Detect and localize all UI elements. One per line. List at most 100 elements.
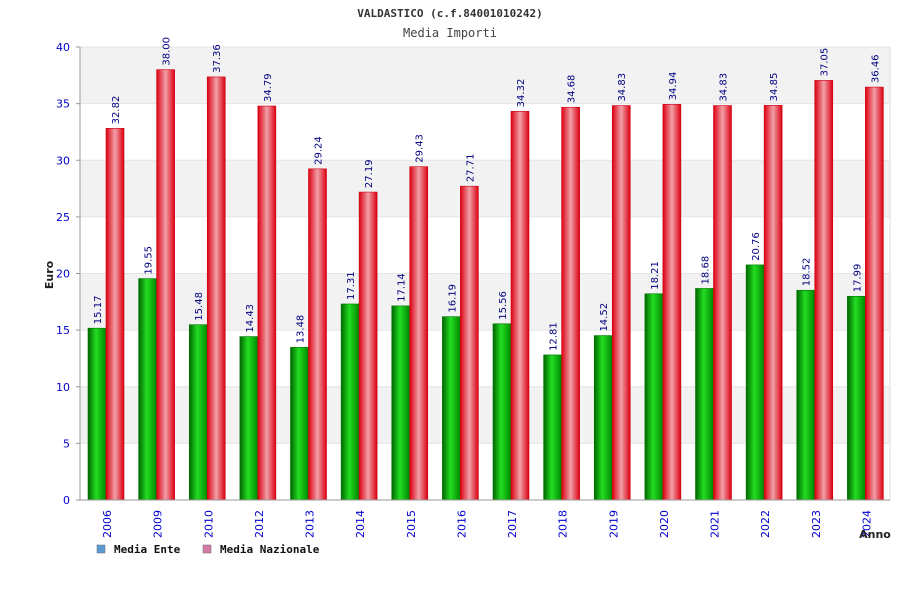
value-label: 34.83	[719, 73, 730, 102]
bar-media-ente-2017	[492, 323, 512, 501]
y-tick-label: 30	[56, 154, 70, 167]
x-tick-label: 2006	[101, 510, 114, 538]
legend-swatch	[202, 544, 212, 554]
bar-media-nazionale-2010	[206, 76, 226, 501]
value-label: 18.21	[650, 261, 661, 290]
value-label: 36.46	[870, 54, 881, 83]
x-tick-label: 2010	[202, 510, 215, 538]
x-tick-label: 2017	[506, 510, 519, 538]
y-axis-title: Euro	[43, 260, 56, 289]
value-label: 17.31	[346, 271, 357, 300]
value-label: 29.43	[415, 134, 426, 163]
y-tick-label: 20	[56, 268, 70, 281]
x-tick-label: 2021	[709, 510, 722, 538]
bar-media-ente-2019	[593, 335, 613, 501]
y-tick-label: 10	[56, 381, 70, 394]
bar-media-ente-2020	[644, 293, 664, 501]
value-label: 14.43	[245, 304, 256, 333]
bar-media-nazionale-2006	[105, 128, 125, 501]
value-label: 34.79	[263, 73, 274, 102]
x-tick-label: 2015	[405, 510, 418, 538]
value-label: 37.36	[212, 44, 223, 73]
bar-media-ente-2013	[290, 347, 309, 501]
x-tick-label: 2016	[455, 510, 468, 538]
y-axis-ticks: 0 5 10 15 20 25 30 35 40	[56, 41, 80, 507]
value-label: 37.05	[820, 48, 831, 77]
x-tick-label: 2018	[557, 510, 570, 538]
value-label: 13.48	[296, 315, 307, 344]
bar-media-nazionale-2017	[510, 111, 530, 501]
bar-media-ente-2024	[847, 295, 866, 501]
bar-media-nazionale-2009	[156, 69, 175, 501]
bar-media-nazionale-2015	[409, 166, 429, 501]
bar-media-nazionale-2012	[257, 105, 277, 501]
bar-media-ente-2023	[796, 289, 816, 501]
bar-media-ente-2016	[442, 316, 461, 501]
value-label: 32.82	[111, 96, 122, 125]
x-tick-label: 2024	[860, 510, 873, 538]
value-label: 14.52	[599, 303, 610, 332]
legend-label: Media Ente	[114, 543, 181, 556]
bar-media-nazionale-2024	[865, 86, 884, 501]
value-label: 20.76	[751, 232, 762, 261]
y-tick-label: 40	[56, 41, 70, 54]
value-label: 27.19	[364, 159, 375, 188]
value-labels: 15.17 32.82 19.55 38.00 15.48 37.36 14.43 34.79…	[93, 37, 881, 351]
bar-media-nazionale-2023	[814, 80, 834, 501]
x-axis-title: Anno	[859, 528, 891, 541]
value-label: 38.00	[162, 37, 173, 66]
x-tick-label: 2019	[607, 510, 620, 538]
legend: Media Ente Media Nazionale	[96, 543, 320, 556]
value-label: 34.94	[668, 72, 679, 101]
x-tick-label: 2012	[253, 510, 266, 538]
value-label: 12.81	[549, 322, 560, 351]
bar-media-ente-2009	[138, 278, 157, 501]
x-tick-label: 2013	[304, 510, 317, 538]
value-label: 15.56	[498, 291, 509, 320]
value-label: 16.19	[447, 284, 458, 313]
bar-media-nazionale-2022	[763, 105, 783, 501]
bar-media-ente-2021	[695, 288, 714, 501]
chart-title: VALDASTICO (c.f.84001010242)	[357, 7, 542, 20]
value-label: 17.99	[852, 264, 863, 293]
bar-media-ente-2018	[543, 354, 562, 501]
bar-media-nazionale-2019	[611, 105, 631, 501]
x-tick-label: 2023	[810, 510, 823, 538]
value-label: 34.85	[769, 73, 780, 102]
y-tick-label: 25	[56, 211, 70, 224]
bar-media-ente-2010	[188, 324, 208, 501]
legend-swatch	[96, 544, 106, 554]
x-tick-label: 2009	[152, 510, 165, 538]
bar-media-nazionale-2016	[460, 185, 479, 501]
value-label: 17.14	[397, 273, 408, 302]
chart-subtitle: Media Importi	[403, 26, 497, 40]
y-tick-label: 15	[56, 324, 70, 337]
bar-media-nazionale-2013	[308, 168, 327, 501]
value-label: 15.17	[93, 296, 104, 325]
bar-media-nazionale-2018	[561, 106, 580, 501]
value-label: 34.32	[516, 79, 527, 108]
value-label: 27.71	[465, 154, 476, 183]
bars	[87, 69, 884, 501]
bar-media-nazionale-2020	[662, 104, 682, 501]
x-axis-ticks: 2006 2009 2010 2012 2013 2014 2015 2016 2017 2018…	[101, 510, 873, 538]
bar-media-ente-2012	[239, 336, 259, 501]
x-tick-label: 2020	[658, 510, 671, 538]
value-label: 34.68	[567, 75, 578, 104]
bar-media-ente-2015	[391, 305, 411, 501]
value-label: 18.52	[802, 258, 813, 287]
bar-media-nazionale-2021	[713, 105, 732, 501]
bar-media-ente-2014	[340, 303, 360, 501]
value-label: 15.48	[194, 292, 205, 321]
y-tick-label: 35	[56, 98, 70, 111]
x-tick-label: 2022	[759, 510, 772, 538]
y-tick-label: 0	[63, 494, 70, 507]
value-label: 18.68	[701, 256, 712, 285]
y-tick-label: 5	[63, 437, 70, 450]
bar-media-nazionale-2014	[358, 191, 378, 501]
value-label: 29.24	[314, 136, 325, 165]
value-label: 34.83	[617, 73, 628, 102]
bar-media-ente-2022	[745, 264, 765, 501]
x-tick-label: 2014	[354, 510, 367, 538]
